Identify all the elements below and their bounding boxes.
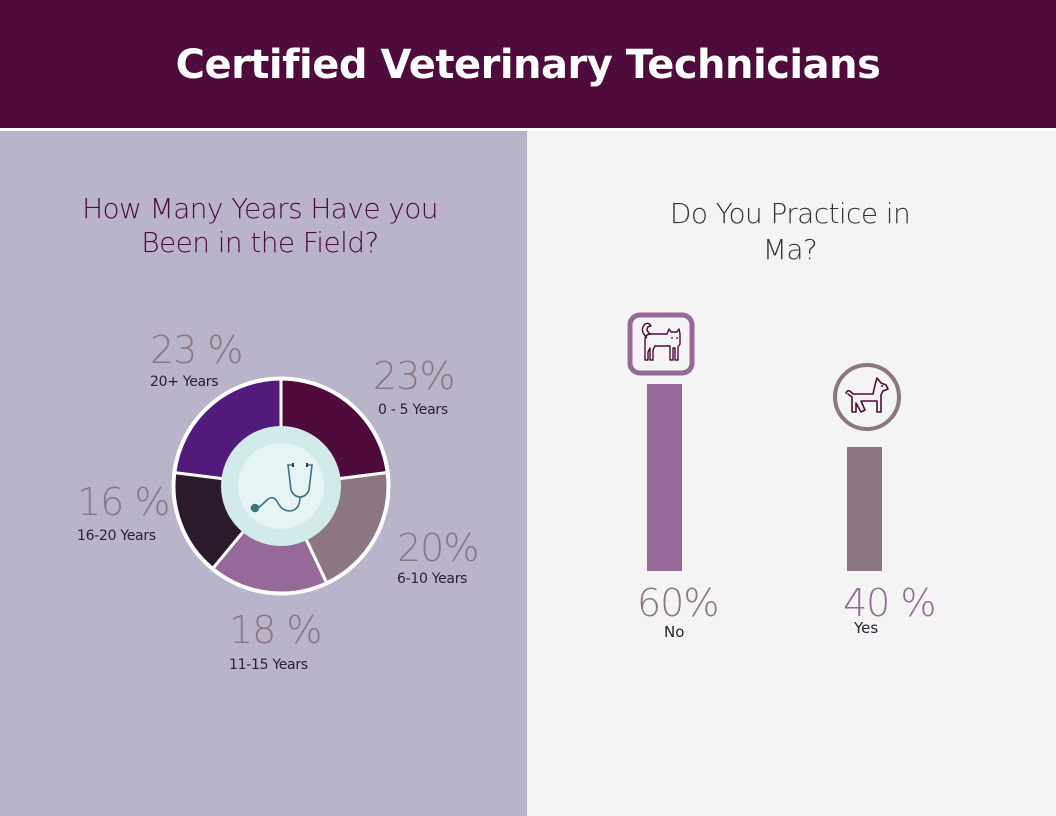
donut-pct-6-10: 20% [397, 526, 479, 570]
bar-yes [847, 447, 882, 571]
practice-question: Do You Practice in Ma? [640, 196, 940, 268]
years-question-line2: Been in the Field? [141, 226, 379, 259]
dog-icon [833, 363, 901, 431]
years-donut-chart [171, 376, 391, 596]
donut-label-20-plus: 20+ Years [150, 374, 219, 390]
years-question-line1: How Many Years Have you [82, 192, 438, 225]
header-banner: Certified Veterinary Technicians [0, 0, 1056, 128]
donut-label-0-5: 0 - 5 Years [378, 402, 448, 418]
donut-pct-20-plus: 23 % [150, 328, 244, 372]
donut-pct-0-5: 23% [373, 354, 455, 398]
bar-yes-pct: 40 % [843, 581, 937, 625]
practice-panel [527, 131, 1056, 816]
stethoscope-icon [250, 463, 313, 513]
bar-yes-label: Yes [854, 619, 879, 637]
years-question: How Many Years Have you Been in the Fiel… [40, 192, 480, 260]
practice-question-line2: Ma? [762, 233, 818, 266]
donut-pct-16-20: 16 % [77, 480, 171, 524]
cat-icon [627, 312, 695, 376]
practice-question-line1: Do You Practice in [669, 197, 911, 230]
donut-center-inner [238, 443, 324, 529]
bar-no-label: No [664, 623, 685, 641]
donut-outline [171, 376, 391, 596]
donut-label-6-10: 6-10 Years [397, 571, 468, 587]
donut-label-11-15: 11-15 Years [229, 657, 308, 673]
donut-label-16-20: 16-20 Years [77, 528, 156, 544]
page-title: Certified Veterinary Technicians [175, 42, 881, 88]
bar-no [647, 384, 682, 571]
header-divider [0, 128, 1056, 131]
bar-no-pct: 60% [637, 581, 719, 625]
donut-pct-11-15: 18 % [229, 608, 323, 652]
